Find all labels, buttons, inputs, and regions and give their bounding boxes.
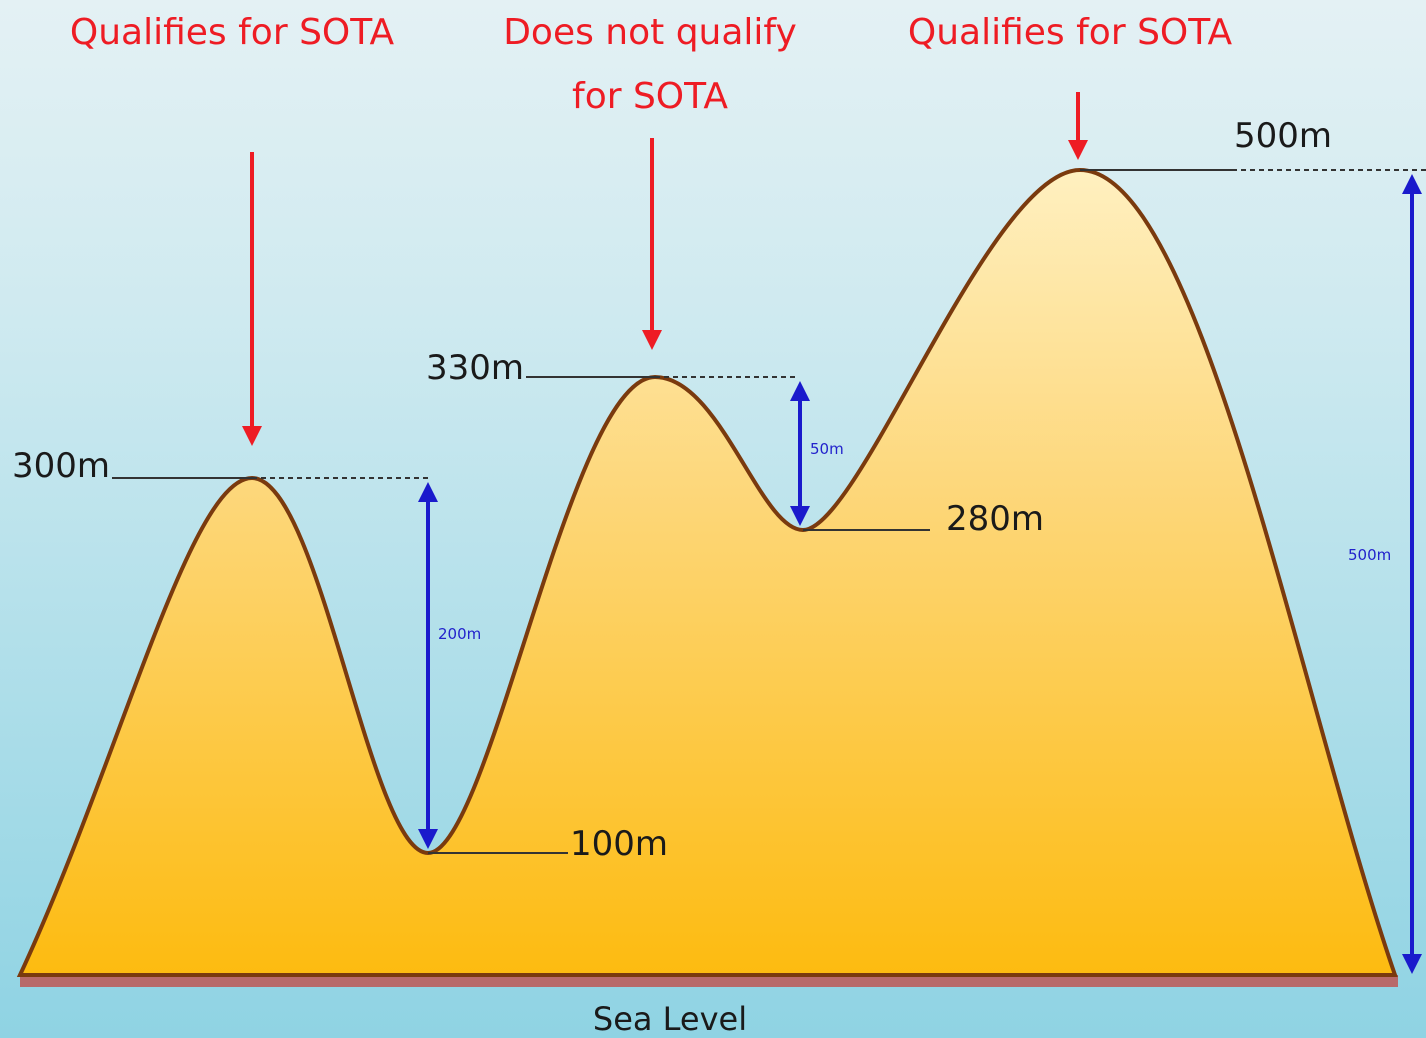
prominence-label: 200m bbox=[438, 625, 481, 643]
page: Qualifies for SOTA Does not qualify for … bbox=[0, 0, 1426, 1038]
peak-note: Qualifies for SOTA bbox=[908, 12, 1233, 53]
diagram: Qualifies for SOTA Does not qualify for … bbox=[0, 0, 1426, 1038]
elevation-label: 280m bbox=[946, 499, 1044, 539]
elevation-label: 100m bbox=[570, 824, 668, 864]
peak-note: Qualifies for SOTA bbox=[70, 12, 395, 53]
elevation-label: 330m bbox=[426, 348, 524, 388]
prominence-label: 50m bbox=[810, 440, 844, 458]
sea-level-label: Sea Level bbox=[593, 1000, 747, 1038]
elevation-label: 500m bbox=[1234, 116, 1332, 156]
prominence-label: 500m bbox=[1348, 546, 1391, 564]
peak-note: for SOTA bbox=[572, 76, 728, 117]
elevation-label: 300m bbox=[12, 446, 110, 486]
peak-note: Does not qualify bbox=[503, 12, 797, 53]
